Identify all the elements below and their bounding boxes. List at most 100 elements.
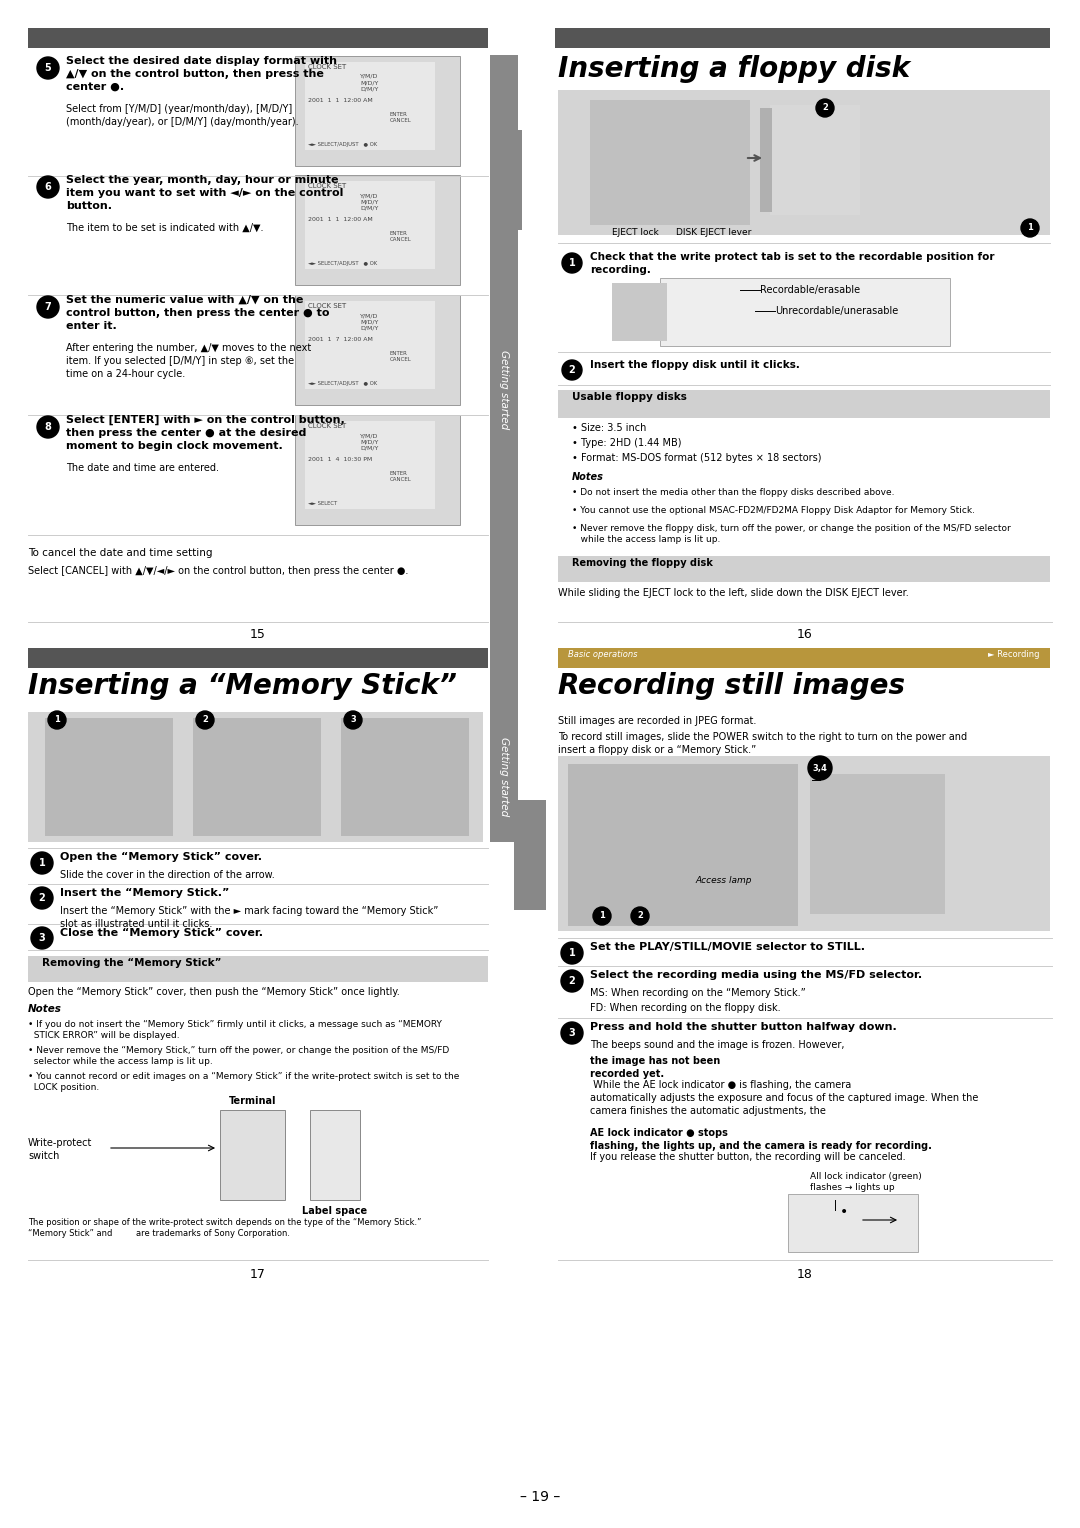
Text: FD: When recording on the floppy disk.: FD: When recording on the floppy disk. bbox=[590, 1002, 781, 1013]
Text: Y/M/D
M/D/Y
D/M/Y: Y/M/D M/D/Y D/M/Y bbox=[360, 313, 378, 330]
Text: 6: 6 bbox=[44, 182, 52, 193]
Text: 1: 1 bbox=[569, 947, 576, 958]
Text: Select [CANCEL] with ▲/▼/◄/► on the control button, then press the center ●.: Select [CANCEL] with ▲/▼/◄/► on the cont… bbox=[28, 565, 408, 576]
Circle shape bbox=[31, 927, 53, 949]
Circle shape bbox=[562, 254, 582, 274]
Text: • If you do not insert the “Memory Stick” firmly until it clicks, a message such: • If you do not insert the “Memory Stick… bbox=[28, 1021, 442, 1041]
Text: 2: 2 bbox=[39, 892, 45, 903]
Text: Inserting a floppy disk: Inserting a floppy disk bbox=[558, 55, 910, 83]
Bar bbox=[760, 108, 772, 212]
Text: All lock indicator (green)
flashes → lights up: All lock indicator (green) flashes → lig… bbox=[810, 1172, 921, 1192]
Text: If you release the shutter button, the recording will be canceled.: If you release the shutter button, the r… bbox=[590, 1152, 906, 1161]
Bar bbox=[558, 648, 1050, 668]
Text: Recording still images: Recording still images bbox=[558, 672, 905, 700]
Text: CLOCK SET: CLOCK SET bbox=[308, 183, 347, 189]
Text: • Do not insert the media other than the floppy disks described above.: • Do not insert the media other than the… bbox=[572, 487, 894, 497]
Bar bbox=[295, 57, 460, 167]
Text: Usable floppy disks: Usable floppy disks bbox=[572, 393, 687, 402]
Text: The date and time are entered.: The date and time are entered. bbox=[66, 463, 219, 474]
Bar bbox=[310, 1109, 360, 1199]
Text: 3: 3 bbox=[350, 715, 356, 724]
Text: Notes: Notes bbox=[572, 472, 604, 481]
Bar bbox=[295, 295, 460, 405]
Text: Select the year, month, day, hour or minute
item you want to set with ◄/► on the: Select the year, month, day, hour or min… bbox=[66, 176, 343, 211]
Bar bbox=[612, 283, 667, 341]
Bar bbox=[558, 90, 1050, 235]
Text: • Type: 2HD (1.44 MB): • Type: 2HD (1.44 MB) bbox=[572, 439, 681, 448]
Bar bbox=[558, 390, 1050, 419]
Bar bbox=[295, 176, 460, 286]
Circle shape bbox=[631, 908, 649, 924]
Text: Write-protect
switch: Write-protect switch bbox=[28, 1138, 93, 1161]
Text: • You cannot record or edit images on a “Memory Stick” if the write-protect swit: • You cannot record or edit images on a … bbox=[28, 1073, 459, 1093]
Bar bbox=[810, 775, 945, 914]
Bar bbox=[590, 99, 750, 225]
Text: • Never remove the floppy disk, turn off the power, or change the position of th: • Never remove the floppy disk, turn off… bbox=[572, 524, 1011, 544]
Circle shape bbox=[345, 711, 362, 729]
Text: Y/M/D
M/D/Y
D/M/Y: Y/M/D M/D/Y D/M/Y bbox=[360, 193, 378, 211]
Text: Set the PLAY/STILL/MOVIE selector to STILL.: Set the PLAY/STILL/MOVIE selector to STI… bbox=[590, 941, 865, 952]
Text: Terminal: Terminal bbox=[229, 1096, 276, 1106]
Text: Open the “Memory Stick” cover, then push the “Memory Stick” once lightly.: Open the “Memory Stick” cover, then push… bbox=[28, 987, 400, 996]
Bar bbox=[28, 28, 488, 47]
Text: 2001  1  1  12:00 AM: 2001 1 1 12:00 AM bbox=[308, 98, 373, 102]
Text: ◄► SELECT: ◄► SELECT bbox=[308, 501, 337, 506]
Text: 1: 1 bbox=[599, 912, 605, 920]
Circle shape bbox=[37, 296, 59, 318]
Bar bbox=[305, 301, 435, 390]
Text: ENTER
CANCEL: ENTER CANCEL bbox=[390, 351, 411, 362]
Text: To record still images, slide the POWER switch to the right to turn on the power: To record still images, slide the POWER … bbox=[558, 732, 967, 755]
Circle shape bbox=[37, 176, 59, 199]
Bar bbox=[28, 957, 488, 983]
Text: Insert the floppy disk until it clicks.: Insert the floppy disk until it clicks. bbox=[590, 361, 800, 370]
Text: AE lock indicator ● stops
flashing, the lights up, and the camera is ready for r: AE lock indicator ● stops flashing, the … bbox=[590, 1128, 932, 1151]
Text: Check that the write protect tab is set to the recordable position for
recording: Check that the write protect tab is set … bbox=[590, 252, 995, 275]
Text: 18: 18 bbox=[797, 1268, 813, 1280]
Text: Y/M/D
M/D/Y
D/M/Y: Y/M/D M/D/Y D/M/Y bbox=[360, 73, 378, 92]
Bar bbox=[305, 180, 435, 269]
Text: Getting started: Getting started bbox=[499, 350, 509, 429]
Text: Select [ENTER] with ► on the control button,
then press the center ● at the desi: Select [ENTER] with ► on the control but… bbox=[66, 416, 345, 451]
Text: 3,4: 3,4 bbox=[812, 764, 827, 773]
Text: 1: 1 bbox=[1027, 223, 1032, 232]
Text: Set the numeric value with ▲/▼ on the
control button, then press the center ● to: Set the numeric value with ▲/▼ on the co… bbox=[66, 295, 329, 330]
Text: Select the recording media using the MS/FD selector.: Select the recording media using the MS/… bbox=[590, 970, 922, 979]
Text: Open the “Memory Stick” cover.: Open the “Memory Stick” cover. bbox=[60, 853, 262, 862]
Text: 1: 1 bbox=[569, 258, 576, 267]
Text: CLOCK SET: CLOCK SET bbox=[308, 64, 347, 70]
Text: Inserting a “Memory Stick”: Inserting a “Memory Stick” bbox=[28, 672, 457, 700]
Text: Unrecordable/unerasable: Unrecordable/unerasable bbox=[775, 306, 899, 316]
Circle shape bbox=[561, 970, 583, 992]
Bar bbox=[305, 422, 435, 509]
Bar bbox=[341, 718, 469, 836]
Text: 7: 7 bbox=[44, 303, 52, 312]
Text: 2001  1  7  12:00 AM: 2001 1 7 12:00 AM bbox=[308, 338, 373, 342]
Text: 3: 3 bbox=[39, 934, 45, 943]
Text: Y/M/D
M/D/Y
D/M/Y: Y/M/D M/D/Y D/M/Y bbox=[360, 432, 378, 451]
Text: Notes: Notes bbox=[28, 1004, 62, 1015]
Text: After entering the number, ▲/▼ moves to the next
item. If you selected [D/M/Y] i: After entering the number, ▲/▼ moves to … bbox=[66, 342, 311, 379]
Circle shape bbox=[195, 711, 214, 729]
Circle shape bbox=[593, 908, 611, 924]
Bar bbox=[45, 718, 173, 836]
Bar bbox=[788, 1193, 918, 1251]
Text: 2001  1  1  12:00 AM: 2001 1 1 12:00 AM bbox=[308, 217, 373, 222]
Text: CLOCK SET: CLOCK SET bbox=[308, 303, 347, 309]
Bar bbox=[660, 278, 950, 345]
Text: Label space: Label space bbox=[302, 1206, 367, 1216]
Text: Insert the “Memory Stick.”: Insert the “Memory Stick.” bbox=[60, 888, 229, 898]
Text: 2: 2 bbox=[569, 976, 576, 986]
Text: 16: 16 bbox=[797, 628, 813, 642]
Bar bbox=[514, 801, 546, 911]
Text: The item to be set is indicated with ▲/▼.: The item to be set is indicated with ▲/▼… bbox=[66, 223, 264, 232]
Circle shape bbox=[562, 361, 582, 380]
Text: • Size: 3.5 inch: • Size: 3.5 inch bbox=[572, 423, 646, 432]
Circle shape bbox=[808, 756, 832, 779]
Text: Select the desired date display format with
▲/▼ on the control button, then pres: Select the desired date display format w… bbox=[66, 57, 337, 92]
Text: the image has not been
recorded yet.: the image has not been recorded yet. bbox=[590, 1056, 720, 1079]
Bar bbox=[490, 712, 518, 842]
Text: 3: 3 bbox=[569, 1028, 576, 1038]
Text: ► Recording: ► Recording bbox=[988, 649, 1040, 659]
Text: The beeps sound and the image is frozen. However,: The beeps sound and the image is frozen.… bbox=[590, 1041, 848, 1050]
Bar bbox=[555, 28, 1050, 47]
